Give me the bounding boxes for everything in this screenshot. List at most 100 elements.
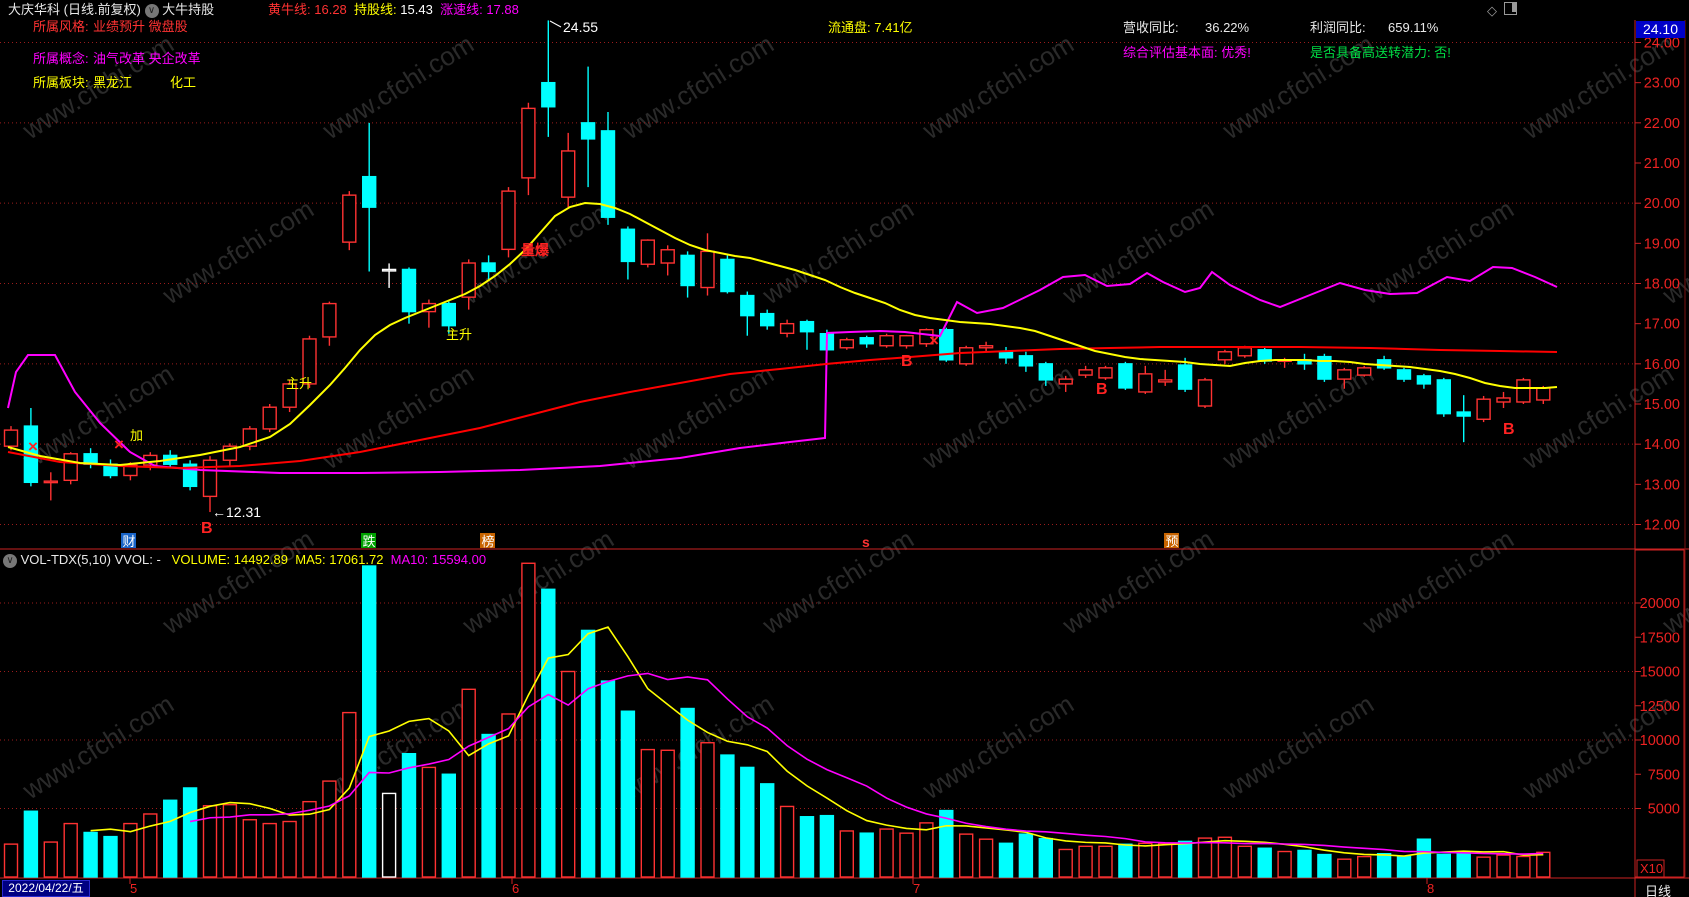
candle-body[interactable] — [302, 338, 317, 385]
period-label[interactable]: 日线 — [1645, 884, 1672, 897]
candle-body[interactable] — [1496, 397, 1511, 403]
candle-body[interactable] — [700, 250, 715, 289]
diamond-icon[interactable]: ◇ — [1487, 3, 1497, 18]
candle-body[interactable] — [322, 302, 337, 338]
volume-bar[interactable] — [481, 733, 496, 878]
volume-bar[interactable] — [939, 809, 954, 878]
volume-bar[interactable] — [660, 749, 675, 878]
volume-bar[interactable] — [1018, 833, 1034, 878]
sector-value-2[interactable]: 化工 — [170, 75, 197, 90]
volume-bar[interactable] — [1118, 843, 1133, 878]
volume-bar[interactable] — [919, 822, 934, 878]
marker-tag-bg[interactable] — [361, 533, 376, 548]
volume-bar[interactable] — [720, 754, 735, 878]
candle-body[interactable] — [561, 150, 576, 198]
volume-bar[interactable] — [1516, 855, 1531, 878]
candle-body[interactable] — [262, 406, 277, 430]
volume-bar[interactable] — [63, 822, 78, 878]
candle-body[interactable] — [1118, 363, 1133, 389]
candle-body[interactable] — [521, 107, 536, 179]
volume-bar[interactable] — [421, 766, 437, 878]
candle-body[interactable] — [1078, 369, 1093, 376]
collapse-vol-icon[interactable]: ∨ — [3, 553, 17, 568]
volume-bar[interactable] — [43, 841, 58, 878]
candle-body[interactable] — [63, 453, 78, 482]
marker-tag-bg[interactable] — [121, 533, 136, 548]
volume-bar[interactable] — [640, 748, 655, 878]
volume-bar[interactable] — [123, 822, 138, 878]
volume-bar[interactable] — [1297, 849, 1312, 878]
volume-bar[interactable] — [162, 799, 178, 878]
candle-body[interactable] — [978, 345, 994, 349]
volume-bar[interactable] — [302, 800, 317, 878]
volume-bar[interactable] — [1257, 847, 1272, 878]
candle-body[interactable] — [1396, 369, 1412, 380]
volume-bar[interactable] — [541, 588, 556, 878]
candle-body[interactable] — [123, 464, 138, 477]
volume-bar[interactable] — [1157, 842, 1173, 878]
volume-bar[interactable] — [1197, 837, 1213, 878]
volume-bar[interactable] — [1177, 840, 1193, 878]
candle-body[interactable] — [501, 190, 516, 251]
candle-body[interactable] — [1376, 359, 1392, 369]
candle-body[interactable] — [620, 228, 636, 263]
volume-bar[interactable] — [182, 787, 198, 878]
volume-bar[interactable] — [441, 773, 456, 878]
volume-bar[interactable] — [959, 833, 974, 878]
candle-body[interactable] — [1337, 369, 1352, 380]
volume-bar[interactable] — [1396, 855, 1412, 878]
marker-tag-bg[interactable] — [480, 533, 495, 548]
volume-bar[interactable] — [580, 629, 596, 878]
volume-bar[interactable] — [1217, 836, 1233, 878]
volume-bar[interactable] — [1237, 845, 1253, 878]
candle-body[interactable] — [1197, 379, 1213, 407]
volume-bar[interactable] — [143, 813, 158, 878]
volume-bar[interactable] — [23, 810, 39, 878]
volume-bar[interactable] — [282, 820, 297, 878]
candle-body[interactable] — [740, 294, 755, 317]
collapse-main-icon[interactable]: ∨ — [144, 3, 159, 18]
candle-body[interactable] — [1257, 349, 1272, 362]
candle-body[interactable] — [1536, 387, 1551, 401]
volume-bar[interactable] — [362, 565, 377, 878]
volume-bar[interactable] — [461, 688, 476, 878]
volume-bar[interactable] — [1038, 837, 1054, 878]
candle-body[interactable] — [202, 459, 218, 498]
candle-body[interactable] — [1416, 375, 1432, 385]
volume-bar[interactable] — [1496, 854, 1511, 878]
volume-bar[interactable] — [1476, 856, 1491, 878]
volume-bar[interactable] — [262, 822, 277, 878]
concept-values[interactable]: 油气改革 央企改革 — [93, 51, 201, 66]
volume-bar[interactable] — [839, 830, 854, 878]
vol-indicator-name[interactable]: VOL-TDX(5,10) — [20, 552, 111, 567]
volume-bar[interactable] — [1376, 853, 1392, 878]
volume-bar[interactable] — [700, 742, 715, 878]
volume-bar[interactable] — [998, 842, 1014, 878]
volume-bar[interactable] — [202, 805, 218, 878]
candle-body[interactable] — [1237, 347, 1253, 357]
candle-body[interactable] — [1317, 355, 1332, 380]
volume-bar[interactable] — [501, 713, 516, 878]
candle-body[interactable] — [939, 328, 954, 361]
volume-bar[interactable] — [322, 780, 337, 878]
candle-body[interactable] — [959, 347, 974, 365]
volume-bar[interactable] — [760, 783, 775, 878]
candle-body[interactable] — [282, 383, 297, 408]
volume-bar[interactable] — [600, 680, 616, 878]
volume-bar[interactable] — [799, 816, 815, 878]
volume-bar[interactable] — [1436, 853, 1452, 878]
volume-bar[interactable] — [779, 805, 795, 878]
candle-body[interactable] — [799, 320, 815, 333]
volume-bar[interactable] — [1058, 848, 1073, 878]
volume-bar[interactable] — [819, 814, 835, 878]
volume-bar[interactable] — [222, 803, 238, 878]
candle-body[interactable] — [899, 335, 914, 347]
candle-body[interactable] — [441, 302, 456, 327]
candle-body[interactable] — [481, 262, 496, 273]
volume-bar[interactable] — [1456, 851, 1471, 878]
marker-tag-bg[interactable] — [1164, 533, 1179, 548]
candle-body[interactable] — [401, 268, 417, 313]
candle-body[interactable] — [1038, 363, 1054, 381]
volume-bar[interactable] — [620, 710, 636, 878]
